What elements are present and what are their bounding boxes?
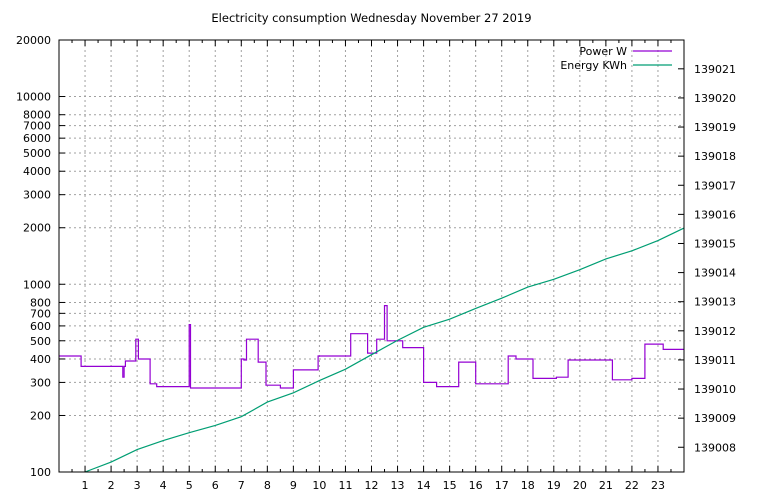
x-tick-label: 8: [264, 479, 271, 492]
y-tick-label: 2000: [23, 222, 51, 235]
y-tick-label: 7000: [23, 120, 51, 133]
legend-label-0: Power W: [579, 45, 627, 58]
x-tick-label: 22: [625, 479, 639, 492]
y-tick-label: 500: [30, 335, 51, 348]
y-tick-label: 300: [30, 376, 51, 389]
y2-tick-label: 139009: [694, 412, 736, 425]
series-lines: [59, 227, 685, 473]
y-tick-label: 100: [30, 466, 51, 479]
x-tick-label: 3: [134, 479, 141, 492]
y-tick-label: 8000: [23, 109, 51, 122]
y2-tick-label: 139010: [694, 383, 736, 396]
y2-tick-label: 139011: [694, 354, 736, 367]
x-tick-label: 4: [160, 479, 167, 492]
y2-tick-label: 139012: [694, 325, 736, 338]
y2-tick-label: 139018: [694, 150, 736, 163]
x-tick-label: 10: [312, 479, 326, 492]
tick-labels: 1 2 3 4 5 6 7 8 9 10 11 12 13 14 15 16 17 18 19 20 21 22 23100…: [16, 34, 736, 492]
x-tick-label: 6: [212, 479, 219, 492]
x-tick-label: 19: [547, 479, 561, 492]
y2-tick-label: 139019: [694, 121, 736, 134]
y-tick-label: 6000: [23, 132, 51, 145]
y-tick-label: 4000: [23, 165, 51, 178]
y2-tick-label: 139021: [694, 63, 736, 76]
axis-ticks: [59, 39, 684, 473]
x-tick-label: 12: [365, 479, 379, 492]
y2-tick-label: 139008: [694, 441, 736, 454]
series-line-1: [84, 227, 685, 473]
x-tick-label: 2: [108, 479, 115, 492]
y-tick-label: 200: [30, 409, 51, 422]
x-tick-label: 20: [573, 479, 587, 492]
y-tick-label: 20000: [16, 34, 51, 47]
series-line-0: [59, 305, 684, 389]
y-tick-label: 800: [30, 296, 51, 309]
x-tick-label: 17: [495, 479, 509, 492]
y-tick-label: 600: [30, 320, 51, 333]
legend-label-1: Energy KWh: [560, 59, 627, 72]
x-tick-label: 18: [521, 479, 535, 492]
x-tick-label: 14: [417, 479, 431, 492]
x-tick-label: 15: [443, 479, 457, 492]
x-tick-label: 9: [290, 479, 297, 492]
y2-tick-label: 139015: [694, 237, 736, 250]
x-tick-label: 23: [651, 479, 665, 492]
y2-tick-label: 139013: [694, 296, 736, 309]
y-tick-label: 3000: [23, 189, 51, 202]
y2-tick-label: 139017: [694, 179, 736, 192]
x-tick-label: 7: [238, 479, 245, 492]
y2-tick-label: 139014: [694, 267, 736, 280]
x-tick-label: 13: [391, 479, 405, 492]
y-tick-label: 1000: [23, 278, 51, 291]
y2-tick-label: 139020: [694, 92, 736, 105]
chart-title: Electricity consumption Wednesday Novemb…: [211, 11, 531, 25]
x-tick-label: 11: [338, 479, 352, 492]
x-tick-label: 5: [186, 479, 193, 492]
y-tick-label: 10000: [16, 91, 51, 104]
y-tick-label: 700: [30, 307, 51, 320]
x-tick-label: 21: [599, 479, 613, 492]
x-tick-label: 16: [469, 479, 483, 492]
y-tick-label: 400: [30, 353, 51, 366]
y2-tick-label: 139016: [694, 208, 736, 221]
x-tick-label: 1: [82, 479, 89, 492]
y-tick-label: 5000: [23, 147, 51, 160]
